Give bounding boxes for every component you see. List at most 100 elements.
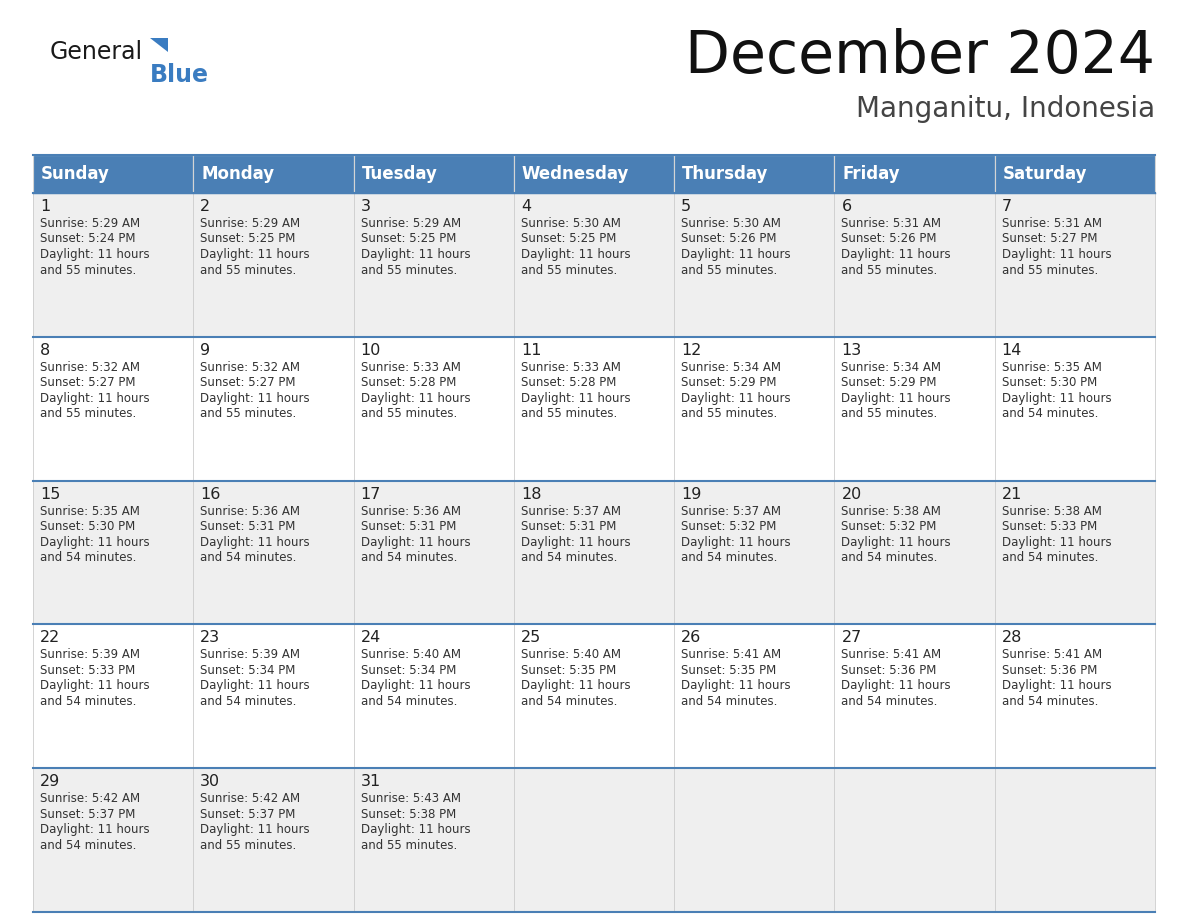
Text: Wednesday: Wednesday xyxy=(522,165,630,183)
Text: Sunrise: 5:39 AM: Sunrise: 5:39 AM xyxy=(40,648,140,661)
Text: and 54 minutes.: and 54 minutes. xyxy=(40,839,137,852)
Text: 26: 26 xyxy=(681,631,701,645)
Text: Daylight: 11 hours: Daylight: 11 hours xyxy=(201,679,310,692)
Text: 1: 1 xyxy=(40,199,50,214)
Bar xyxy=(834,624,994,768)
Text: 9: 9 xyxy=(201,342,210,358)
Text: Sunrise: 5:36 AM: Sunrise: 5:36 AM xyxy=(201,505,301,518)
Text: 11: 11 xyxy=(520,342,542,358)
Text: 28: 28 xyxy=(1001,631,1022,645)
Text: and 55 minutes.: and 55 minutes. xyxy=(841,263,937,276)
Text: Daylight: 11 hours: Daylight: 11 hours xyxy=(681,679,791,692)
Bar xyxy=(33,155,194,193)
Text: and 54 minutes.: and 54 minutes. xyxy=(681,551,777,564)
Text: Daylight: 11 hours: Daylight: 11 hours xyxy=(520,392,631,405)
Text: Sunrise: 5:37 AM: Sunrise: 5:37 AM xyxy=(681,505,782,518)
Text: Daylight: 11 hours: Daylight: 11 hours xyxy=(681,392,791,405)
Text: and 54 minutes.: and 54 minutes. xyxy=(1001,695,1098,708)
Text: 14: 14 xyxy=(1001,342,1022,358)
Text: 10: 10 xyxy=(361,342,381,358)
Text: 30: 30 xyxy=(201,774,221,789)
Text: Daylight: 11 hours: Daylight: 11 hours xyxy=(361,535,470,549)
Text: Sunset: 5:33 PM: Sunset: 5:33 PM xyxy=(40,664,135,677)
Text: Sunrise: 5:35 AM: Sunrise: 5:35 AM xyxy=(1001,361,1101,374)
Text: and 55 minutes.: and 55 minutes. xyxy=(201,839,297,852)
Text: Sunrise: 5:34 AM: Sunrise: 5:34 AM xyxy=(681,361,782,374)
Text: Sunset: 5:31 PM: Sunset: 5:31 PM xyxy=(520,521,617,533)
Bar xyxy=(674,193,834,337)
Bar xyxy=(194,481,354,624)
Text: Daylight: 11 hours: Daylight: 11 hours xyxy=(40,535,150,549)
Bar xyxy=(354,481,514,624)
Text: and 54 minutes.: and 54 minutes. xyxy=(40,551,137,564)
Text: Daylight: 11 hours: Daylight: 11 hours xyxy=(361,248,470,261)
Text: Daylight: 11 hours: Daylight: 11 hours xyxy=(40,392,150,405)
Text: Sunset: 5:31 PM: Sunset: 5:31 PM xyxy=(201,521,296,533)
Text: Sunset: 5:35 PM: Sunset: 5:35 PM xyxy=(520,664,617,677)
Text: and 55 minutes.: and 55 minutes. xyxy=(1001,263,1098,276)
Bar xyxy=(674,337,834,481)
Bar xyxy=(33,193,194,337)
Text: and 55 minutes.: and 55 minutes. xyxy=(520,263,617,276)
Bar xyxy=(354,193,514,337)
Text: and 55 minutes.: and 55 minutes. xyxy=(520,408,617,420)
Text: and 54 minutes.: and 54 minutes. xyxy=(40,695,137,708)
Text: 6: 6 xyxy=(841,199,852,214)
Text: 21: 21 xyxy=(1001,487,1022,501)
Bar xyxy=(834,155,994,193)
Text: and 55 minutes.: and 55 minutes. xyxy=(841,408,937,420)
Text: 22: 22 xyxy=(40,631,61,645)
Text: Sunrise: 5:40 AM: Sunrise: 5:40 AM xyxy=(520,648,621,661)
Text: Tuesday: Tuesday xyxy=(361,165,437,183)
Bar xyxy=(514,624,674,768)
Text: and 55 minutes.: and 55 minutes. xyxy=(40,408,137,420)
Bar xyxy=(674,155,834,193)
Text: Daylight: 11 hours: Daylight: 11 hours xyxy=(1001,535,1111,549)
Bar xyxy=(33,768,194,912)
Text: Sunset: 5:34 PM: Sunset: 5:34 PM xyxy=(361,664,456,677)
Text: Sunset: 5:30 PM: Sunset: 5:30 PM xyxy=(40,521,135,533)
Bar xyxy=(994,624,1155,768)
Text: and 55 minutes.: and 55 minutes. xyxy=(201,408,297,420)
Bar xyxy=(834,337,994,481)
Text: and 54 minutes.: and 54 minutes. xyxy=(841,551,937,564)
Text: and 54 minutes.: and 54 minutes. xyxy=(361,695,457,708)
Text: Sunset: 5:27 PM: Sunset: 5:27 PM xyxy=(201,376,296,389)
Text: Sunrise: 5:29 AM: Sunrise: 5:29 AM xyxy=(201,217,301,230)
Bar xyxy=(194,193,354,337)
Text: Sunset: 5:32 PM: Sunset: 5:32 PM xyxy=(841,521,937,533)
Text: Sunday: Sunday xyxy=(42,165,109,183)
Text: Daylight: 11 hours: Daylight: 11 hours xyxy=(40,679,150,692)
Text: Sunset: 5:28 PM: Sunset: 5:28 PM xyxy=(361,376,456,389)
Text: and 54 minutes.: and 54 minutes. xyxy=(201,551,297,564)
Text: and 55 minutes.: and 55 minutes. xyxy=(40,263,137,276)
Text: Daylight: 11 hours: Daylight: 11 hours xyxy=(201,248,310,261)
Bar xyxy=(674,768,834,912)
Text: 16: 16 xyxy=(201,487,221,501)
Bar xyxy=(514,193,674,337)
Text: Sunrise: 5:40 AM: Sunrise: 5:40 AM xyxy=(361,648,461,661)
Text: Sunset: 5:37 PM: Sunset: 5:37 PM xyxy=(201,808,296,821)
Text: Sunset: 5:32 PM: Sunset: 5:32 PM xyxy=(681,521,777,533)
Text: 12: 12 xyxy=(681,342,702,358)
Bar xyxy=(514,481,674,624)
Text: General: General xyxy=(50,40,143,64)
Text: Daylight: 11 hours: Daylight: 11 hours xyxy=(361,392,470,405)
Text: and 55 minutes.: and 55 minutes. xyxy=(361,408,457,420)
Bar xyxy=(33,337,194,481)
Text: Sunset: 5:27 PM: Sunset: 5:27 PM xyxy=(1001,232,1098,245)
Text: Sunrise: 5:31 AM: Sunrise: 5:31 AM xyxy=(841,217,941,230)
Text: and 54 minutes.: and 54 minutes. xyxy=(201,695,297,708)
Text: Daylight: 11 hours: Daylight: 11 hours xyxy=(40,823,150,836)
Text: Sunset: 5:36 PM: Sunset: 5:36 PM xyxy=(1001,664,1097,677)
Text: Sunrise: 5:33 AM: Sunrise: 5:33 AM xyxy=(361,361,461,374)
Bar xyxy=(834,768,994,912)
Text: Daylight: 11 hours: Daylight: 11 hours xyxy=(841,248,952,261)
Bar xyxy=(994,155,1155,193)
Text: Blue: Blue xyxy=(150,63,209,87)
Text: 2: 2 xyxy=(201,199,210,214)
Text: Sunset: 5:25 PM: Sunset: 5:25 PM xyxy=(520,232,617,245)
Bar xyxy=(33,481,194,624)
Text: Thursday: Thursday xyxy=(682,165,769,183)
Text: Sunrise: 5:41 AM: Sunrise: 5:41 AM xyxy=(841,648,942,661)
